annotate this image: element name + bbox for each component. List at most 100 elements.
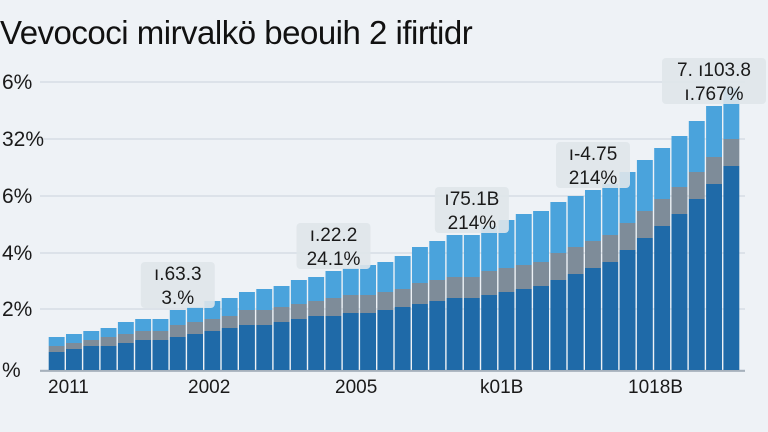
bar-segment-gray [221,316,238,328]
bar-segment-light [83,331,100,340]
bar-segment-gray [308,301,325,316]
bar-segment-light [308,277,325,301]
bar-segment-dark [117,343,134,370]
bar-segment-gray [360,295,376,313]
annotation-percent: 24.1% [307,249,361,270]
bar-segment-dark [273,322,290,370]
bar-segment-dark [377,310,394,370]
y-tick-label: 6% [2,185,32,208]
bar-segment-dark [256,325,273,370]
bar-segment-gray [66,343,82,349]
bar-segment-gray [273,307,290,322]
bar-segment-gray [619,223,636,250]
bar-segment-dark [169,337,186,370]
bar-segment-light [239,292,255,310]
bar-segment-gray [498,268,515,292]
bar-segment-light [481,226,498,271]
annotation-value: ı-4.75 [569,144,618,165]
bar-segment-light [688,121,705,172]
bar-segment-gray [204,319,221,331]
bar-segment-gray [515,265,532,289]
x-tick-label: 2005 [335,377,377,398]
bar-segment-light [671,136,688,187]
bar-segment-light [636,160,653,211]
bar-segment-dark [533,286,549,370]
bar-segment-dark [567,274,584,370]
annotation-box [140,262,215,308]
annotation-box [434,187,509,233]
annotation-box [296,223,371,269]
bar-segment-light [342,268,359,295]
bar-segment-gray [636,211,653,238]
bar-segment-dark [706,184,722,370]
bar-segment-dark [446,298,463,370]
bar-segment-dark [152,340,169,370]
bar-segment-light [187,307,203,322]
bar-segment-gray [342,295,359,313]
x-tick-label: k01B [480,377,523,398]
annotation-value: ı.63.3 [154,264,202,285]
bar-segment-light [567,196,584,247]
x-axis-ticks: 2011 2002 2005 k01B 1018B [48,377,683,398]
bar-segment-gray [429,280,446,301]
bar-segment-gray [117,334,134,343]
bar-segment-light [515,214,532,265]
bar-segment-light [135,319,152,331]
bar-segment-dark [394,307,411,370]
bar-segment-dark [360,313,376,370]
bar-segment-gray [325,298,342,316]
bar-segment-dark [204,331,221,370]
annotation-box [556,142,630,188]
bar-segment-gray [152,331,169,340]
bar-segment-gray [654,199,671,226]
bar-segment-gray [723,139,740,166]
bar-segment-gray [256,310,273,325]
bar-segment-gray [290,304,307,319]
bar-segment-dark [429,301,446,370]
bar-segment-dark [498,292,515,370]
bar-segment-light [290,280,307,304]
bar-segment-dark [66,349,82,370]
chart-title: Vevococi mirvalkö beouih 2 ifirtidr [0,14,473,51]
bar-segment-light [221,298,238,316]
x-tick-label: 1018B [628,377,683,398]
bar-segment-light [325,271,342,298]
bar-segment-gray [187,322,203,334]
bar-segment-gray [533,262,549,286]
bar-segment-dark [342,313,359,370]
bar-segment-gray [671,187,688,214]
bar-segment-dark [48,352,65,370]
x-tick-label: 2011 [48,377,89,398]
bar-segment-dark [515,289,532,370]
bar-segment-gray [394,289,411,307]
bar-segment-dark [723,166,740,370]
bar-segment-gray [48,346,65,352]
bar-segment-dark [619,250,636,370]
annotation-box [662,58,766,104]
x-tick-label: 2002 [188,377,230,398]
bar-segment-light [446,235,463,277]
annotation-percent: 214% [569,168,618,189]
bar-segment-gray [446,277,463,298]
annotation-percent: 214% [448,213,497,234]
bar-segment-light [412,247,428,283]
bar-segment-dark [550,280,567,370]
bar-segment-dark [100,346,117,370]
bar-segment-gray [481,271,498,295]
y-tick-label: 2% [2,298,32,321]
annotation-percent: ı.767% [684,84,743,105]
annotation-value: ı75.1B [444,189,499,210]
bar-segment-light [48,337,65,346]
bar-segment-dark [654,226,671,370]
bar-segment-light [550,202,567,253]
bar-segment-light [117,322,134,334]
bar-segment-dark [290,319,307,370]
bar-segment-gray [463,277,480,298]
bar-segment-dark [412,304,428,370]
bar-segment-dark [83,346,100,370]
bar-segment-gray [83,340,100,346]
annotation-percent: 3.% [161,288,194,309]
bar-segment-light [533,211,549,262]
bar-segment-gray [550,253,567,280]
